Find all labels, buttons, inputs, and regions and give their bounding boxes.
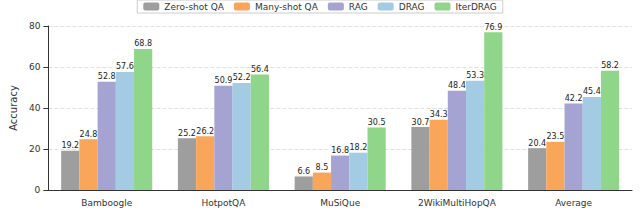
svg-text:8.5: 8.5 [316, 163, 329, 172]
svg-text:30.5: 30.5 [368, 118, 386, 127]
svg-text:57.6: 57.6 [116, 62, 134, 71]
svg-text:19.2: 19.2 [61, 141, 79, 150]
svg-text:40: 40 [29, 103, 41, 113]
svg-text:MuSiQue: MuSiQue [320, 198, 360, 208]
svg-text:53.3: 53.3 [466, 71, 484, 80]
svg-text:HotpotQA: HotpotQA [202, 198, 247, 208]
svg-text:Bamboogle: Bamboogle [81, 198, 132, 208]
svg-text:Average: Average [555, 198, 592, 208]
svg-text:16.8: 16.8 [331, 146, 349, 155]
svg-text:6.6: 6.6 [297, 167, 310, 176]
svg-text:56.4: 56.4 [251, 65, 269, 74]
svg-text:25.2: 25.2 [178, 129, 196, 138]
svg-text:24.8: 24.8 [80, 130, 98, 139]
svg-text:20: 20 [29, 144, 41, 154]
svg-text:20.4: 20.4 [528, 139, 546, 148]
svg-text:34.3: 34.3 [430, 110, 448, 119]
svg-text:RAG: RAG [349, 2, 368, 12]
svg-text:52.2: 52.2 [233, 73, 251, 82]
svg-text:DRAG: DRAG [399, 2, 425, 12]
svg-text:76.9: 76.9 [484, 23, 502, 32]
svg-text:48.4: 48.4 [448, 81, 466, 90]
svg-text:IterDRAG: IterDRAG [456, 2, 497, 12]
svg-text:Many-shot QA: Many-shot QA [255, 2, 319, 12]
svg-text:26.2: 26.2 [196, 127, 214, 136]
svg-text:Zero-shot QA: Zero-shot QA [164, 2, 224, 12]
svg-text:45.4: 45.4 [583, 87, 601, 96]
svg-text:68.8: 68.8 [134, 39, 152, 48]
svg-text:80: 80 [29, 21, 41, 31]
svg-text:60: 60 [29, 62, 41, 72]
svg-text:0: 0 [35, 185, 41, 195]
svg-text:58.2: 58.2 [601, 61, 619, 70]
svg-text:50.9: 50.9 [215, 76, 233, 85]
svg-text:42.2: 42.2 [565, 94, 583, 103]
svg-text:52.8: 52.8 [98, 72, 116, 81]
svg-text:23.5: 23.5 [547, 132, 565, 141]
svg-text:30.7: 30.7 [412, 118, 430, 127]
svg-text:Accuracy: Accuracy [8, 85, 19, 131]
svg-text:18.2: 18.2 [349, 143, 367, 152]
svg-text:2WikiMultiHopQA: 2WikiMultiHopQA [418, 198, 497, 208]
